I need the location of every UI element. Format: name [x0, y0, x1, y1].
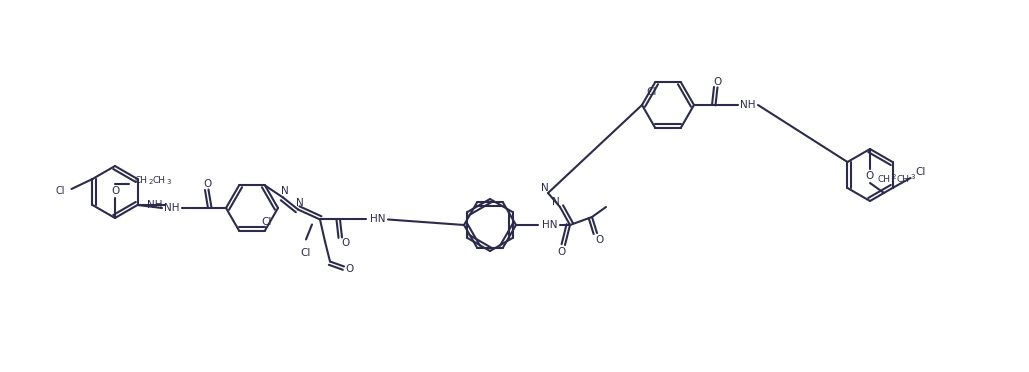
Text: Cl: Cl: [647, 87, 658, 97]
Text: HN: HN: [370, 215, 386, 224]
Text: 2: 2: [892, 174, 896, 180]
Text: 3: 3: [911, 174, 915, 180]
Text: CH: CH: [878, 174, 890, 183]
Text: NH: NH: [165, 203, 180, 213]
Text: 3: 3: [167, 179, 171, 185]
Text: O: O: [713, 77, 721, 87]
Text: O: O: [558, 247, 566, 257]
Text: HN: HN: [542, 220, 558, 230]
Text: O: O: [596, 235, 604, 245]
Text: Cl: Cl: [56, 186, 65, 196]
Text: O: O: [865, 171, 874, 181]
Text: NH: NH: [147, 200, 163, 210]
Text: O: O: [346, 264, 354, 275]
Text: Cl: Cl: [261, 217, 273, 227]
Text: O: O: [341, 238, 349, 248]
Text: NH: NH: [740, 100, 755, 110]
Text: CH: CH: [135, 176, 147, 185]
Text: N: N: [541, 183, 548, 193]
Text: Cl: Cl: [300, 248, 311, 259]
Text: CH: CH: [896, 174, 910, 183]
Text: Cl: Cl: [916, 167, 926, 177]
Text: 2: 2: [149, 179, 153, 185]
Text: N: N: [553, 197, 560, 207]
Text: O: O: [111, 186, 119, 196]
Text: O: O: [204, 179, 212, 189]
Text: CH: CH: [152, 176, 166, 185]
Text: N: N: [281, 186, 289, 196]
Text: N: N: [296, 199, 304, 208]
